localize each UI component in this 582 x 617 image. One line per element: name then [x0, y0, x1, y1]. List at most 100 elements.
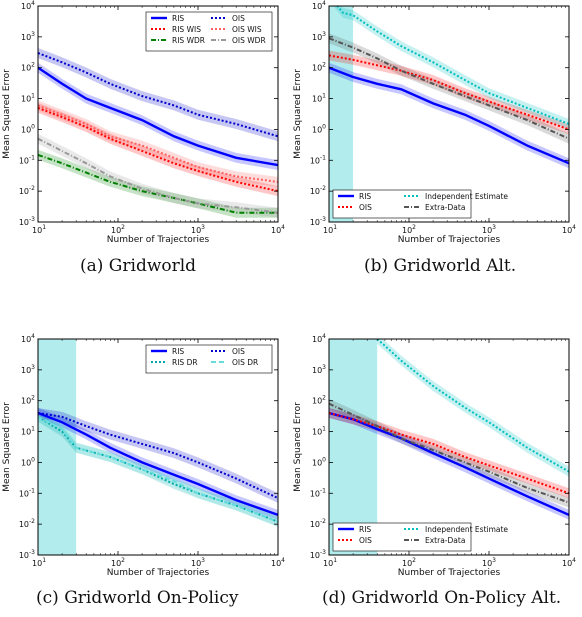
legend-label: RIS — [172, 14, 184, 23]
legend-label: OIS — [359, 536, 372, 545]
series-band — [329, 62, 569, 169]
y-tick-label: 10-1 — [310, 487, 326, 498]
legend-box — [332, 522, 472, 552]
x-tick-label: 104 — [562, 224, 576, 235]
y-tick-label: 10-3 — [19, 549, 35, 560]
series-line — [329, 66, 569, 165]
series-band — [329, 33, 569, 144]
chart-panel-a: 101 102 103 104 10-3 10-2 10-1 100 101 102 103 104 N… — [0, 0, 291, 245]
y-tick-label: 104 — [21, 0, 35, 11]
legend-label: OIS WIS — [232, 25, 262, 34]
series-line — [329, 54, 569, 131]
y-tick-label: 10-3 — [19, 216, 35, 227]
plot-area — [38, 339, 278, 555]
plot-area — [329, 339, 569, 555]
legend-label: RIS WIS — [172, 25, 201, 34]
y-tick-label: 10-1 — [19, 154, 35, 165]
series-band — [329, 398, 569, 508]
plot-series-group — [38, 48, 278, 218]
legend-label: RIS WDR — [172, 36, 205, 45]
series-line — [38, 104, 278, 183]
legend-label: OIS — [232, 14, 245, 23]
axes-frame — [328, 5, 570, 223]
chart-panel-d: 101 102 103 104 10-3 10-2 10-1 100 101 102 103 104 N… — [291, 333, 582, 578]
x-tick-label: 103 — [482, 224, 496, 235]
y-tick-label: 10-1 — [19, 487, 35, 498]
x-tick-label: 104 — [562, 557, 576, 568]
series-band — [38, 48, 278, 142]
series-line — [38, 66, 278, 167]
y-tick-label: 100 — [312, 456, 326, 467]
series-band — [38, 411, 278, 527]
y-tick-label: 10-1 — [310, 154, 326, 165]
series-band — [38, 408, 278, 503]
series-line — [376, 339, 569, 473]
chart-c: 101 102 103 104 10-3 10-2 10-1 100 101 102 103 104 N… — [2, 333, 285, 578]
y-tick-label: 103 — [312, 364, 326, 375]
y-tick-label: 103 — [21, 364, 35, 375]
legend-box — [145, 344, 273, 374]
y-tick-label: 10-3 — [310, 216, 326, 227]
chart-b: 101 102 103 104 10-3 10-2 10-1 100 101 102 103 104 N… — [293, 0, 576, 245]
series-band — [377, 339, 569, 477]
y-tick-label: 10-2 — [310, 518, 326, 529]
x-tick-label: 102 — [111, 224, 125, 235]
series-line — [329, 37, 569, 140]
y-tick-label: 102 — [21, 62, 35, 73]
legend-label: OIS DR — [232, 358, 258, 367]
variance-band — [38, 339, 77, 555]
legend-label: OIS WDR — [232, 36, 266, 45]
x-tick-label: 101 — [323, 224, 337, 235]
legend-label: RIS — [359, 192, 371, 201]
y-tick-label: 100 — [21, 123, 35, 134]
x-axis-label: Number of Trajectories — [398, 235, 501, 245]
y-tick-label: 10-2 — [310, 185, 326, 196]
y-axis-label: Mean Squared Error — [293, 69, 303, 159]
y-tick-label: 10-2 — [19, 185, 35, 196]
caption-d: (d) Gridworld On-Policy Alt. — [322, 588, 562, 608]
series-band — [329, 408, 569, 499]
series-line — [329, 402, 569, 504]
axes-frame — [37, 338, 279, 556]
series-band — [38, 62, 278, 171]
series-line — [38, 415, 278, 523]
caption-c: (c) Gridworld On-Policy — [36, 588, 239, 608]
x-tick-label: 103 — [191, 557, 205, 568]
series-band — [38, 411, 278, 527]
y-tick-label: 104 — [312, 0, 326, 11]
y-tick-label: 10-3 — [310, 549, 326, 560]
x-tick-label: 102 — [111, 557, 125, 568]
legend: RIS RIS WIS RIS WDR OIS OIS WIS OIS WDR — [145, 11, 273, 52]
x-tick-label: 101 — [32, 224, 46, 235]
x-axis-label: Number of Trajectories — [107, 568, 210, 578]
legend-label: OIS — [232, 347, 245, 356]
y-tick-label: 102 — [21, 395, 35, 406]
series-line — [38, 52, 278, 138]
legend: RIS OIS Independent Estimate Extra-Data — [332, 189, 508, 219]
series-line — [336, 6, 569, 125]
plot-area — [329, 6, 569, 222]
series-band — [38, 149, 278, 218]
legend-label: Extra-Data — [425, 203, 465, 212]
x-tick-label: 101 — [323, 557, 337, 568]
series-band — [329, 408, 569, 520]
y-tick-label: 103 — [21, 31, 35, 42]
y-tick-label: 10-2 — [19, 518, 35, 529]
x-tick-label: 103 — [191, 224, 205, 235]
x-axis-label: Number of Trajectories — [107, 235, 210, 245]
y-axis-label: Mean Squared Error — [293, 402, 303, 492]
series-band — [38, 133, 278, 218]
x-tick-label: 103 — [482, 557, 496, 568]
legend-label: Extra-Data — [425, 536, 465, 545]
chart-panel-b: 101 102 103 104 10-3 10-2 10-1 100 101 102 103 104 N… — [291, 0, 582, 245]
legend: RIS OIS Independent Estimate Extra-Data — [332, 522, 508, 552]
series-line — [38, 106, 278, 193]
legend-box — [332, 189, 472, 219]
y-tick-label: 101 — [21, 426, 35, 437]
series-band — [332, 6, 569, 129]
series-line — [38, 153, 278, 214]
chart-d: 101 102 103 104 10-3 10-2 10-1 100 101 102 103 104 N… — [293, 333, 576, 578]
caption-b: (b) Gridworld Alt. — [364, 256, 517, 276]
y-tick-label: 100 — [21, 456, 35, 467]
y-axis-label: Mean Squared Error — [2, 402, 12, 492]
